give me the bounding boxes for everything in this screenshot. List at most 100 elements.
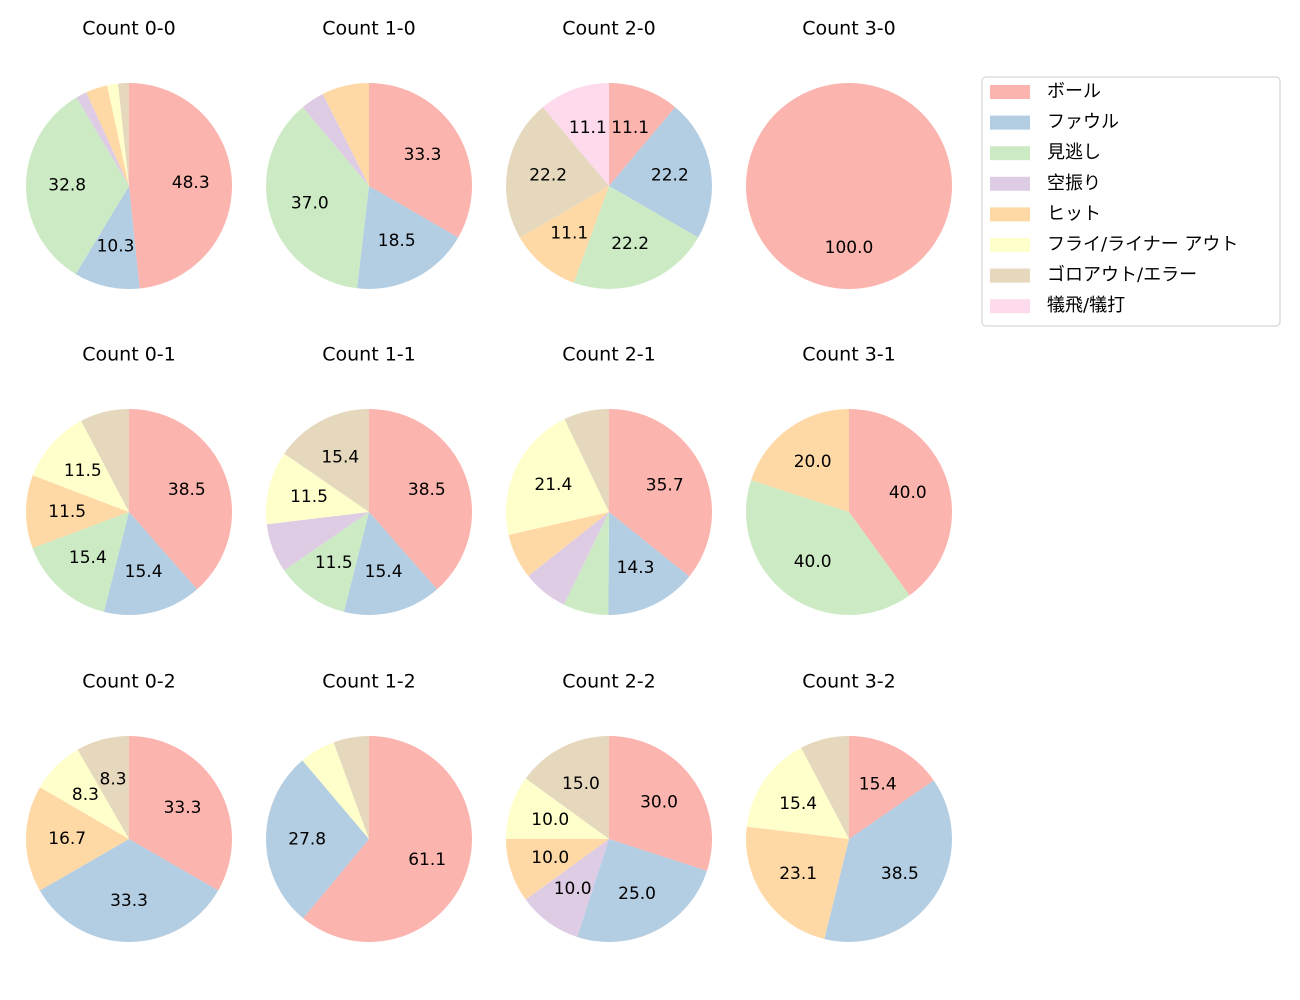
pie-slice [525, 736, 609, 839]
pie-slice [302, 93, 369, 186]
pie-slice [77, 736, 129, 839]
legend-swatch [990, 268, 1030, 283]
value-label: 15.4 [365, 562, 403, 582]
pie-slice [75, 186, 140, 289]
value-label: 8.3 [100, 769, 127, 789]
value-label: 33.3 [164, 798, 202, 818]
legend-swatch [990, 85, 1030, 99]
value-label: 11.5 [64, 461, 102, 481]
pie-slice [577, 839, 707, 942]
legend-swatch [990, 146, 1030, 161]
pie-slice [528, 512, 609, 605]
value-label: 11.5 [290, 487, 328, 507]
pie-slice [25, 97, 130, 275]
legend-swatch [990, 238, 1030, 252]
pie-slice [506, 778, 609, 839]
pie-slice [302, 742, 369, 839]
pie-slice [32, 420, 130, 512]
pie-slice [369, 83, 472, 238]
pie-slice [824, 780, 952, 943]
pie-slice [39, 839, 219, 942]
value-label: 15.4 [69, 548, 107, 568]
pie-slice [563, 512, 609, 615]
pie-slice [118, 83, 129, 186]
legend-swatch [990, 299, 1030, 314]
value-label: 48.3 [172, 173, 210, 193]
value-label: 15.4 [779, 794, 817, 814]
chart-title: Count 0-0 [82, 18, 176, 40]
pie-slice [265, 107, 369, 289]
chart-title: Count 2-2 [562, 671, 656, 693]
value-label: 20.0 [794, 452, 832, 472]
chart-title: Count 0-1 [82, 344, 176, 366]
value-label: 40.0 [889, 483, 927, 503]
pie-slice [344, 512, 438, 615]
pie-slice [746, 83, 952, 289]
value-label: 11.5 [315, 553, 353, 573]
pie-slice [751, 409, 849, 512]
pie-slice [32, 512, 129, 612]
pie-slice [746, 480, 910, 615]
legend-label: ゴロアウト/エラー [1047, 265, 1197, 286]
legend-swatch [990, 207, 1030, 222]
chart-title: Count 3-0 [802, 18, 896, 40]
value-label: 15.4 [125, 562, 163, 582]
pie-slice [505, 107, 609, 238]
legend-swatch [990, 115, 1030, 130]
chart-title: Count 2-1 [562, 344, 656, 366]
value-label: 10.3 [97, 236, 135, 256]
value-label: 38.5 [881, 864, 919, 884]
pie-slice [333, 736, 369, 839]
chart-title: Count 3-2 [802, 671, 896, 693]
value-label: 35.7 [646, 475, 684, 495]
value-label: 15.4 [859, 774, 897, 794]
pie-slice [104, 512, 198, 615]
pie-slice [107, 83, 129, 186]
value-label: 23.1 [779, 864, 817, 884]
pie-slice [303, 736, 473, 942]
value-label: 11.1 [569, 118, 607, 138]
legend-box [981, 76, 1281, 327]
pie-slice [506, 419, 609, 535]
value-label: 22.2 [651, 165, 689, 185]
value-label: 14.3 [617, 558, 655, 578]
pie-slice [76, 92, 129, 186]
pie-slice [266, 453, 369, 525]
value-label: 100.0 [825, 238, 874, 258]
pie-slice [525, 839, 609, 937]
value-label: 25.0 [618, 884, 656, 904]
pie-slice [39, 749, 129, 839]
value-label: 22.2 [529, 165, 567, 185]
pie-slice [129, 736, 232, 891]
value-label: 10.0 [531, 848, 569, 868]
legend-label: 空振り [1047, 173, 1101, 194]
pie-slice [801, 736, 849, 839]
pie-slice [86, 85, 129, 186]
value-label: 61.1 [408, 850, 446, 870]
chart-title: Count 1-0 [322, 18, 416, 40]
pie-slice [266, 760, 369, 919]
value-label: 16.7 [48, 829, 86, 849]
legend-label: ファウル [1047, 112, 1119, 133]
value-label: 27.8 [288, 829, 326, 849]
pie-slice [746, 747, 849, 839]
pie-slice [609, 83, 676, 186]
pie-slice [609, 409, 712, 577]
legend-swatch [990, 176, 1030, 191]
pie-slice [266, 512, 369, 571]
legend-label: ヒット [1047, 203, 1101, 224]
pie-slice [81, 409, 129, 512]
legend-label: 犠飛/犠打 [1047, 295, 1125, 316]
pie-slice [564, 409, 609, 512]
value-label: 18.5 [378, 231, 416, 251]
pie-slice [284, 512, 369, 612]
chart-title: Count 2-0 [562, 18, 656, 40]
pie-slice [608, 512, 690, 615]
chart-title: Count 0-2 [82, 671, 176, 693]
value-label: 15.4 [321, 447, 359, 467]
value-label: 30.0 [640, 793, 678, 813]
value-label: 38.5 [408, 480, 446, 500]
value-label: 10.0 [531, 810, 569, 830]
value-label: 11.5 [48, 502, 86, 522]
